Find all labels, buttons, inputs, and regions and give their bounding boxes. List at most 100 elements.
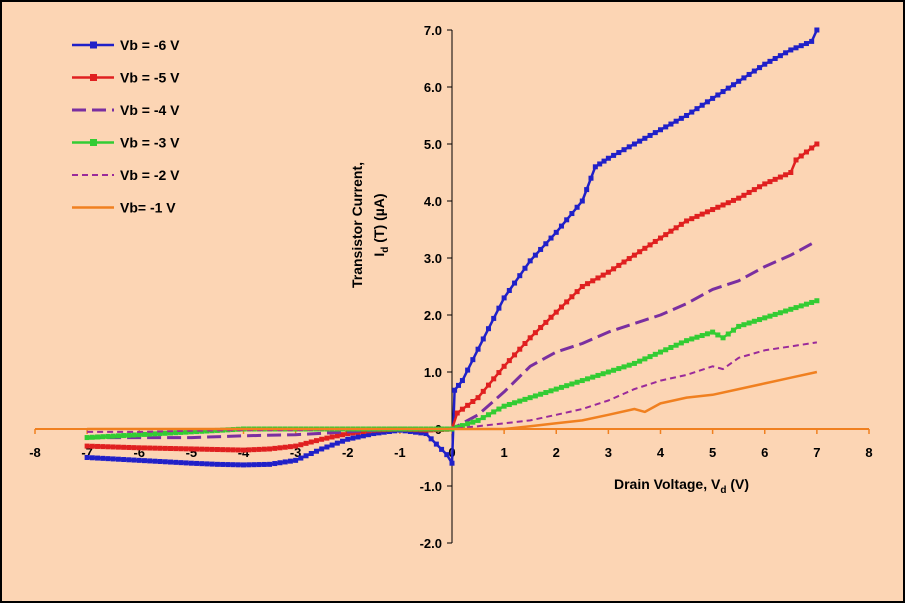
series-4-marker <box>459 423 465 429</box>
series-4-marker <box>485 412 491 418</box>
x-tick-label: -5 <box>186 445 198 460</box>
series-1-marker <box>199 461 205 467</box>
series-2-marker <box>162 445 168 451</box>
series-4-marker <box>626 362 632 368</box>
series-1-marker <box>736 78 742 84</box>
series-1-marker <box>803 41 809 47</box>
series-1-marker <box>663 124 669 130</box>
series-4-marker <box>194 429 200 435</box>
series-2-marker <box>637 249 643 255</box>
series-1-marker <box>444 452 450 458</box>
series-1-marker <box>381 429 387 435</box>
series-4-marker <box>188 429 194 435</box>
series-4-marker <box>522 396 528 402</box>
series-1-marker <box>178 460 184 466</box>
series-2-marker <box>454 410 460 416</box>
series-1-marker <box>350 435 356 441</box>
series-2-marker <box>168 445 174 451</box>
series-1-marker <box>626 144 632 150</box>
series-4-marker <box>569 381 575 387</box>
series-4-marker <box>183 429 189 435</box>
series-2-marker <box>506 358 512 364</box>
series-2-marker <box>459 406 465 412</box>
series-1-marker <box>605 155 611 161</box>
series-1-marker <box>449 460 455 466</box>
series-2-marker <box>715 204 721 210</box>
series-3-line <box>87 239 818 440</box>
series-4-marker <box>777 310 783 316</box>
series-2-marker <box>694 213 700 219</box>
series-1-marker <box>308 451 314 457</box>
series-2-marker <box>793 157 799 163</box>
series-2-marker <box>642 245 648 251</box>
series-4-marker <box>668 344 674 350</box>
series-4-marker <box>684 338 690 344</box>
series-1-marker <box>272 461 278 467</box>
series-1-marker <box>678 115 684 121</box>
x-tick-label: 2 <box>553 445 560 460</box>
series-2-marker <box>209 446 215 452</box>
series-2-marker <box>282 444 288 450</box>
series-2-marker <box>684 218 690 224</box>
series-4-marker <box>730 327 736 333</box>
x-tick-label: 5 <box>709 445 716 460</box>
series-4-marker <box>788 306 794 312</box>
series-4-marker <box>710 329 716 335</box>
series-1-marker <box>491 315 497 321</box>
series-1-marker <box>418 430 424 436</box>
series-2-marker <box>324 435 330 441</box>
series-1-marker <box>456 382 462 388</box>
series-2-marker <box>689 216 695 222</box>
series-1-marker <box>574 204 580 210</box>
series-1-marker <box>470 357 476 363</box>
y-axis-label: Transistor Current, Id (T) (µA) <box>349 162 391 288</box>
series-2-marker <box>340 432 346 438</box>
series-4-marker <box>543 390 549 396</box>
series-2-marker <box>141 445 147 451</box>
series-2-marker <box>564 299 570 305</box>
series-1-marker <box>814 27 820 33</box>
series-1-marker <box>225 462 231 468</box>
series-1-marker <box>376 430 382 436</box>
series-2-marker <box>788 170 794 175</box>
series-4-marker <box>538 391 544 397</box>
series-4-marker <box>105 433 111 439</box>
series-2-marker <box>558 304 564 310</box>
series-1-marker <box>428 436 434 442</box>
series-2-marker <box>668 228 674 234</box>
series-2-marker <box>235 447 241 453</box>
series-4-marker <box>595 372 601 378</box>
series-6-line <box>87 370 818 431</box>
series-1-marker <box>809 38 815 44</box>
series-2-marker <box>272 445 278 451</box>
y-tick-label: 4.0 <box>424 194 442 209</box>
series-1-marker <box>777 53 783 59</box>
series-4-marker <box>741 322 747 328</box>
series-1-marker <box>126 457 132 463</box>
series-1-marker <box>147 458 153 464</box>
legend: Vb = -6 V Vb = -5 V Vb = -4 V Vb = -3 V Vb =… <box>72 37 180 216</box>
series-6 <box>87 370 818 431</box>
legend-label: Vb = -3 V <box>120 135 180 151</box>
series-2-marker <box>84 443 90 449</box>
series-1-marker <box>465 367 471 373</box>
series-2-marker <box>809 145 815 151</box>
series-2-marker <box>527 335 533 341</box>
series-1-marker <box>209 461 215 467</box>
series-1-marker <box>131 457 137 463</box>
series-1-marker <box>475 346 481 352</box>
x-tick-label: -1 <box>394 445 406 460</box>
series-4-marker <box>454 424 460 430</box>
series-2-marker <box>246 447 252 453</box>
series-2-marker <box>256 446 262 452</box>
series-2-marker <box>121 444 127 450</box>
series-1-marker <box>783 50 789 56</box>
series-4-marker <box>798 303 804 309</box>
series-2-marker <box>293 443 299 449</box>
series-4-marker <box>564 383 570 389</box>
series-4-marker <box>673 342 679 348</box>
series-2-marker <box>329 434 335 440</box>
series-2-marker <box>767 179 773 185</box>
series-2-marker <box>522 341 528 346</box>
